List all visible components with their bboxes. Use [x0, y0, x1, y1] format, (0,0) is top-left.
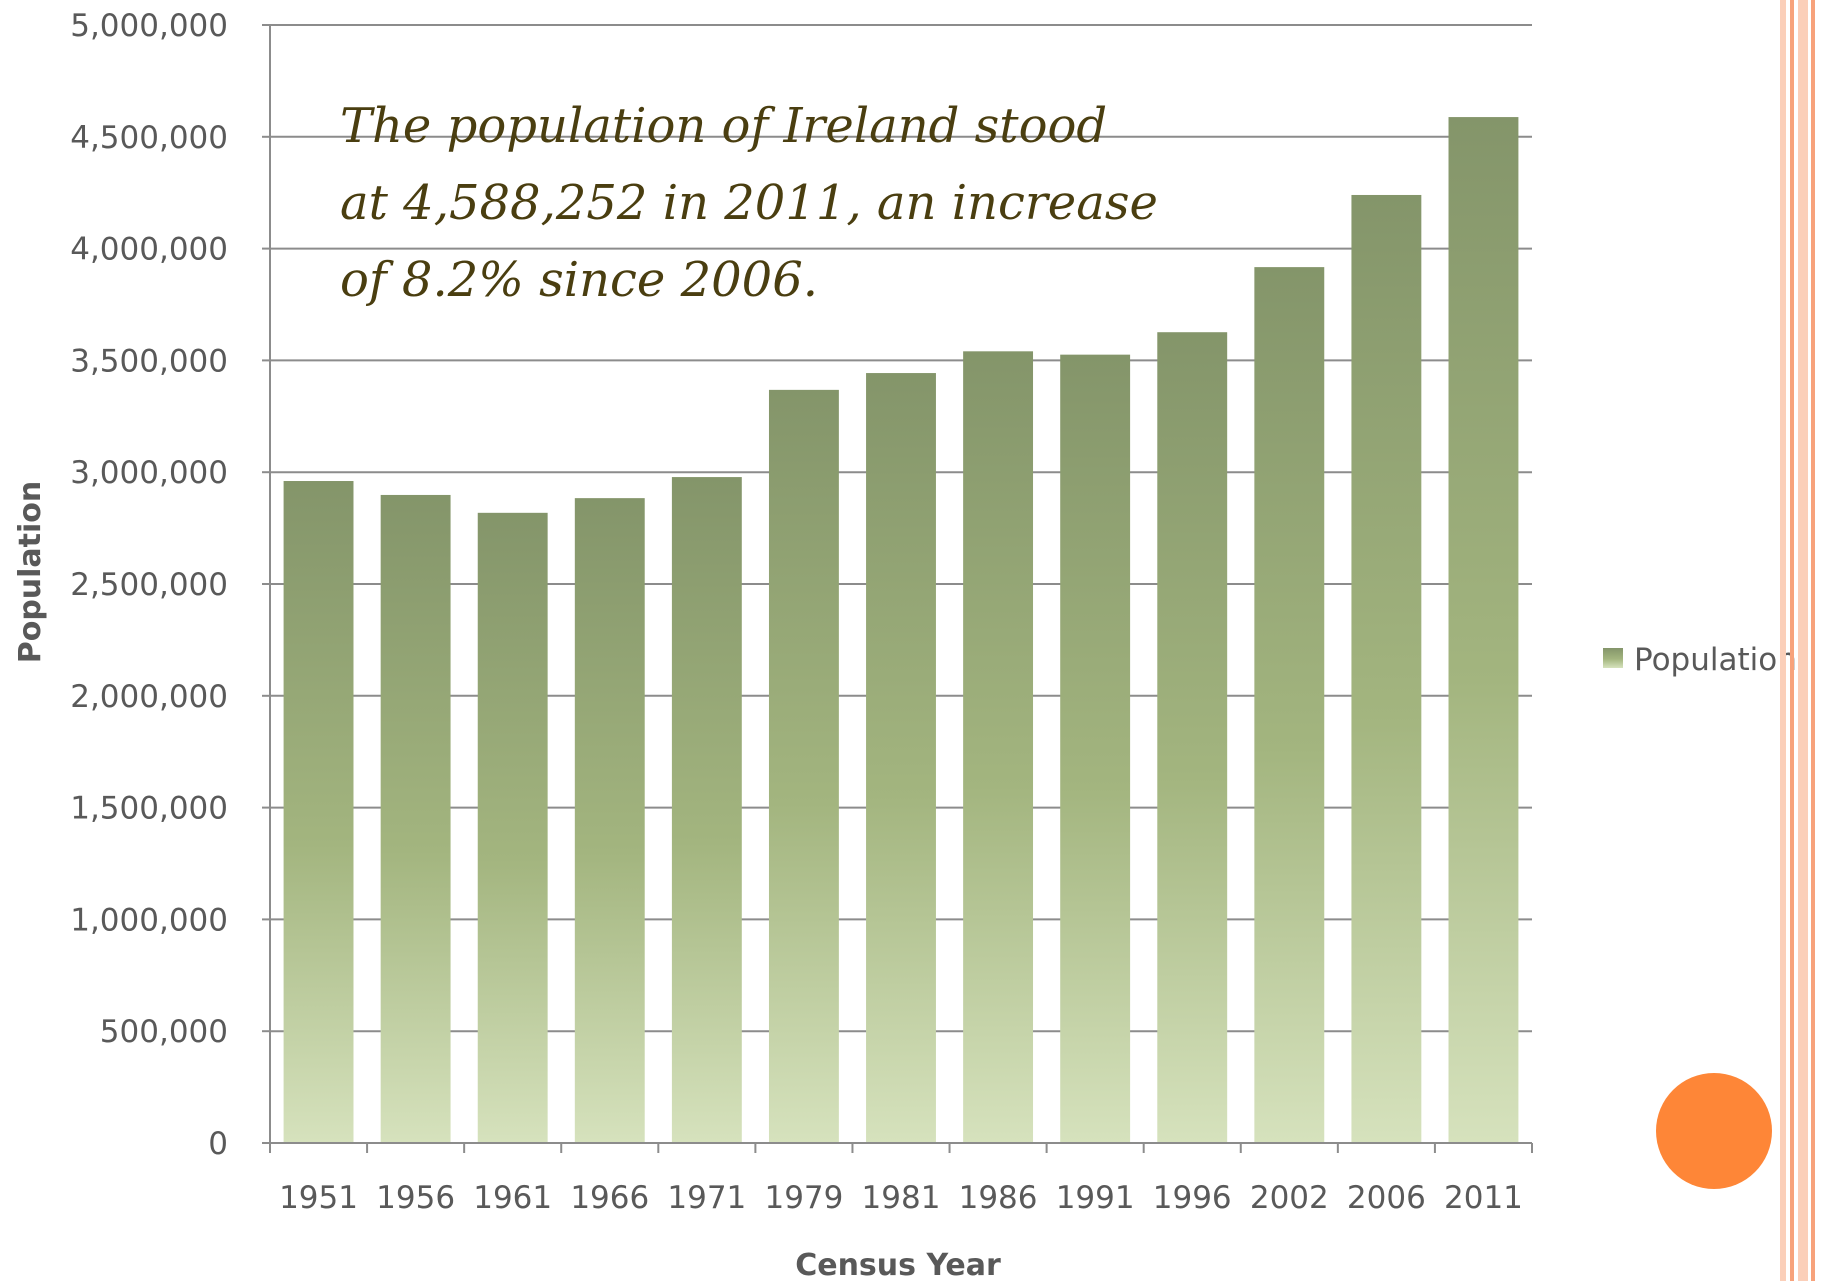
bar-1971: [671, 477, 742, 1144]
y-tick-label: 3,500,000: [70, 343, 228, 379]
x-tick-label: 1961: [473, 1180, 552, 1216]
x-tick-label: 1981: [862, 1180, 941, 1216]
x-tick-label: 1979: [764, 1180, 843, 1216]
bar-2006: [1351, 194, 1422, 1144]
bar-1981: [866, 373, 936, 1143]
x-axis-title: Census Year: [795, 1248, 1001, 1281]
right-border-stripe-2: [1790, 0, 1794, 1281]
bar-2002: [1254, 267, 1325, 1143]
y-tick-label: 500,000: [100, 1014, 228, 1050]
right-border-stripe-4: [1811, 0, 1815, 1281]
legend-swatch: [1603, 648, 1623, 668]
bar-1979: [768, 389, 839, 1143]
x-tick-label: 1991: [1056, 1180, 1135, 1216]
x-tick-label: 1971: [667, 1180, 746, 1216]
x-tick-label: 2002: [1250, 1180, 1329, 1216]
y-tick-label: 3,000,000: [70, 455, 228, 491]
y-tick-label: 4,000,000: [70, 232, 228, 268]
bar-1951: [283, 481, 354, 1143]
right-border-stripe-1: [1780, 0, 1786, 1281]
decorative-circle: [1656, 1073, 1772, 1189]
bar-2011: [1448, 117, 1519, 1143]
y-tick-label: 1,500,000: [70, 791, 228, 827]
bar-1986: [963, 351, 1034, 1143]
right-border-stripe-3: [1798, 0, 1808, 1281]
x-tick-label: 1996: [1153, 1180, 1232, 1216]
annotation-text: The population of Ireland stood at 4,588…: [340, 98, 1158, 308]
bar-1956: [380, 494, 451, 1143]
bar-1966: [574, 498, 645, 1143]
x-tick-label: 1986: [959, 1180, 1038, 1216]
y-tick-label: 5,000,000: [70, 8, 228, 44]
bars: [283, 117, 1519, 1144]
x-tick-label: 2011: [1444, 1180, 1523, 1216]
y-tick-label: 4,500,000: [70, 120, 228, 156]
y-tick-label: 2,000,000: [70, 679, 228, 715]
y-axis-title: Population: [13, 481, 48, 664]
x-tick-label: 1951: [279, 1180, 358, 1216]
y-tick-label: 2,500,000: [70, 567, 228, 603]
x-tick-label: 1956: [376, 1180, 455, 1216]
x-tick-label: 1966: [570, 1180, 649, 1216]
bar-1996: [1157, 332, 1228, 1144]
legend: Population: [1603, 642, 1797, 678]
y-tick-label: 0: [208, 1126, 228, 1162]
bar-1961: [477, 512, 548, 1143]
x-tick-label: 2006: [1347, 1180, 1426, 1216]
axes: 0 500,000 1,000,000 1,500,000 2,000,000 2,500…: [70, 8, 1533, 1216]
bar-1991: [1060, 354, 1131, 1143]
legend-label: Population: [1634, 642, 1797, 678]
y-tick-label: 1,000,000: [70, 902, 228, 938]
